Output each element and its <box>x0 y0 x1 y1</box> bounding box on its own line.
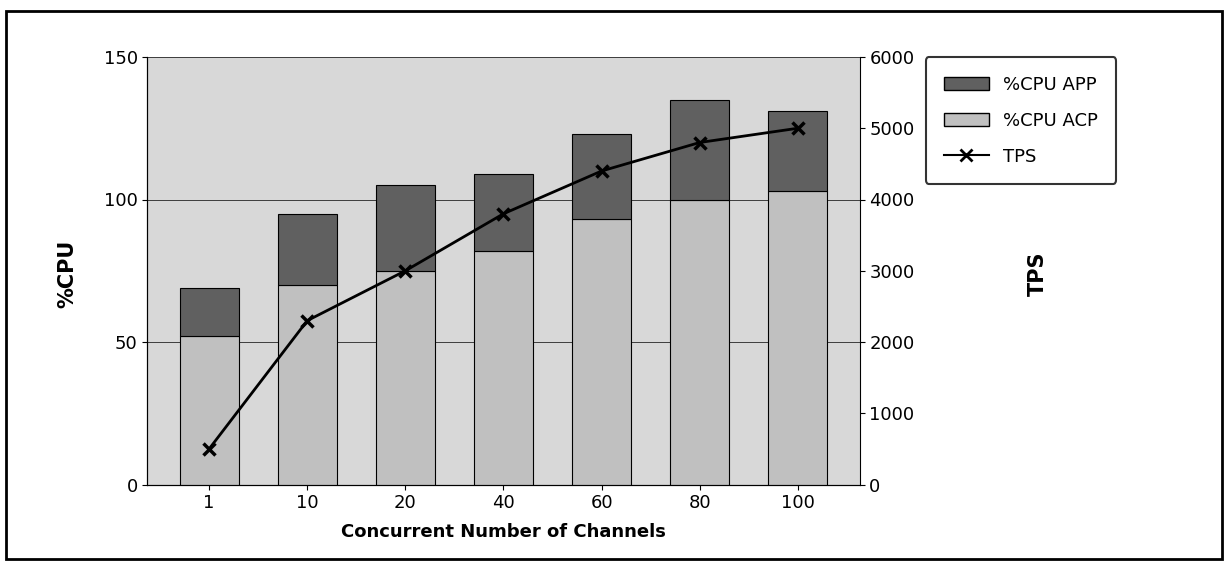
Legend: %CPU APP, %CPU ACP, TPS: %CPU APP, %CPU ACP, TPS <box>926 58 1116 184</box>
Bar <box>179 288 238 336</box>
Bar <box>769 111 828 191</box>
Bar <box>179 336 238 484</box>
Bar <box>572 134 631 219</box>
Text: TPS: TPS <box>1028 251 1047 296</box>
Bar <box>769 191 828 484</box>
Bar <box>670 200 729 484</box>
Bar <box>278 214 336 285</box>
Text: %CPU: %CPU <box>58 239 77 308</box>
Bar <box>474 251 533 484</box>
Bar <box>572 219 631 484</box>
Bar <box>376 185 435 271</box>
Bar <box>670 100 729 200</box>
Bar <box>376 271 435 484</box>
Bar <box>278 285 336 484</box>
Bar <box>474 174 533 251</box>
X-axis label: Concurrent Number of Channels: Concurrent Number of Channels <box>341 523 666 542</box>
